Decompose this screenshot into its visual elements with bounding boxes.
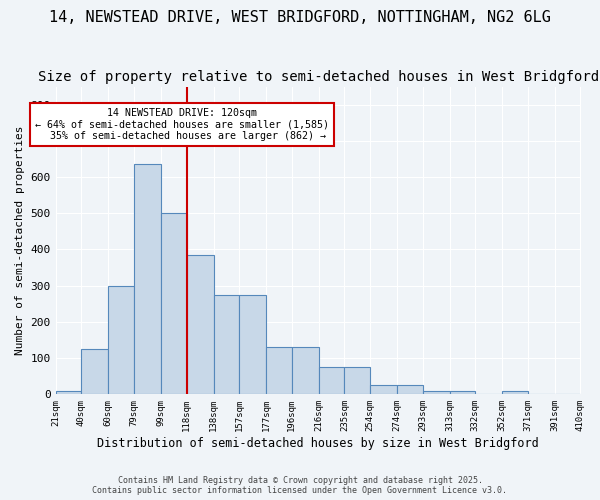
Text: 14, NEWSTEAD DRIVE, WEST BRIDGFORD, NOTTINGHAM, NG2 6LG: 14, NEWSTEAD DRIVE, WEST BRIDGFORD, NOTT…	[49, 10, 551, 25]
Bar	[319, 367, 344, 394]
Bar	[239, 295, 266, 394]
Bar	[266, 348, 292, 395]
Bar	[449, 390, 475, 394]
Bar	[397, 386, 422, 394]
Bar	[108, 286, 134, 395]
Y-axis label: Number of semi-detached properties: Number of semi-detached properties	[15, 126, 25, 355]
Bar	[161, 214, 187, 394]
Title: Size of property relative to semi-detached houses in West Bridgford: Size of property relative to semi-detach…	[38, 70, 599, 84]
Bar	[422, 390, 449, 394]
X-axis label: Distribution of semi-detached houses by size in West Bridgford: Distribution of semi-detached houses by …	[97, 437, 539, 450]
Bar	[214, 295, 239, 394]
Bar	[134, 164, 161, 394]
Bar	[370, 386, 397, 394]
Bar	[292, 348, 319, 395]
Bar	[56, 390, 82, 394]
Text: 14 NEWSTEAD DRIVE: 120sqm
← 64% of semi-detached houses are smaller (1,585)
  35: 14 NEWSTEAD DRIVE: 120sqm ← 64% of semi-…	[35, 108, 329, 142]
Bar	[187, 255, 214, 394]
Text: Contains HM Land Registry data © Crown copyright and database right 2025.
Contai: Contains HM Land Registry data © Crown c…	[92, 476, 508, 495]
Bar	[502, 392, 528, 394]
Bar	[82, 349, 108, 395]
Bar	[344, 367, 370, 394]
